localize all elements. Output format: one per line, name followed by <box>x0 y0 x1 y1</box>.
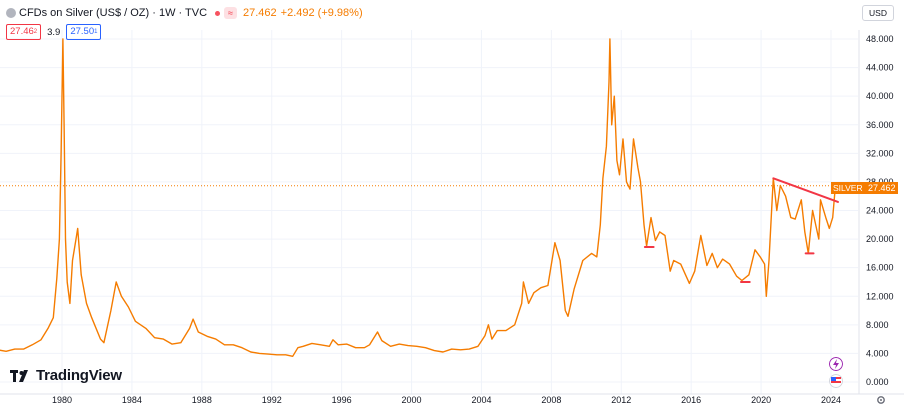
y-tick-label: 40.000 <box>866 91 894 101</box>
tradingview-logo[interactable]: TradingView <box>10 367 122 384</box>
x-tick-label: 2016 <box>681 395 701 405</box>
logo-text: TradingView <box>36 367 122 384</box>
price-axis-tag: 27.462 <box>866 182 898 194</box>
market-status-dot <box>215 10 221 16</box>
settings-gear-icon[interactable] <box>875 394 889 408</box>
x-tick-label: 2024 <box>821 395 841 405</box>
buy-price: 27.50 <box>70 26 95 37</box>
sell-button[interactable]: 27.462 <box>6 24 42 40</box>
x-tick-label: 2004 <box>471 395 491 405</box>
x-tick-label: 2000 <box>402 395 422 405</box>
x-tick-label: 1988 <box>192 395 212 405</box>
buy-price-sup: 1 <box>94 29 98 35</box>
downtrend-line[interactable] <box>772 177 839 203</box>
spread-value: 3.9 <box>47 26 61 38</box>
symbol-icon <box>6 8 16 18</box>
y-tick-label: 44.000 <box>866 63 894 73</box>
y-tick-label: 4.000 <box>866 348 889 358</box>
currency-select[interactable]: USD <box>862 5 894 21</box>
trade-bar: 27.462 3.9 27.501 <box>6 24 102 40</box>
us-flag-icon[interactable] <box>829 374 843 388</box>
lightning-icon[interactable] <box>829 357 843 371</box>
x-tick-label: 1992 <box>262 395 282 405</box>
x-tick-label: 1980 <box>52 395 72 405</box>
y-tick-label: 0.000 <box>866 377 889 387</box>
symbol-price-label: SILVER <box>831 182 875 194</box>
y-tick-label: 36.000 <box>866 120 894 130</box>
y-tick-label: 20.000 <box>866 234 894 244</box>
x-tick-label: 1984 <box>122 395 142 405</box>
y-tick-label: 48.000 <box>866 34 894 44</box>
sell-price: 27.46 <box>10 26 34 37</box>
y-tick-label: 28.000 <box>866 177 894 187</box>
last-price: 27.462 <box>243 7 277 19</box>
x-tick-label: 2020 <box>751 395 771 405</box>
sell-price-sup: 2 <box>33 29 38 35</box>
y-tick-label: 24.000 <box>866 206 894 216</box>
y-axis: 0.000 4.000 8.000 12.000 16.000 20.000 24.000 2… <box>866 34 894 387</box>
y-tick-label: 16.000 <box>866 263 894 273</box>
y-tick-label: 8.000 <box>866 320 889 330</box>
y-tick-label: 32.000 <box>866 148 894 158</box>
trend-annotations <box>643 177 839 283</box>
chart-header: CFDs on Silver (US$ / OZ) · 1W · TVC ≈ 2… <box>6 5 363 21</box>
y-tick-label: 12.000 <box>866 291 894 301</box>
tv-logo-icon <box>10 369 28 382</box>
market-badge[interactable]: ≈ <box>224 7 237 19</box>
chart-grid <box>0 30 858 394</box>
silver-price-series <box>0 38 837 357</box>
buy-button[interactable]: 27.501 <box>66 24 102 40</box>
x-axis: 1980 1984 1988 1992 1996 2000 2004 2008 2012 2016… <box>52 395 841 405</box>
x-tick-label: 1996 <box>332 395 352 405</box>
x-tick-label: 2008 <box>541 395 561 405</box>
price-change: +2.492 (+9.98%) <box>280 7 363 19</box>
symbol-title[interactable]: CFDs on Silver (US$ / OZ) · 1W · TVC <box>19 7 208 19</box>
x-tick-label: 2012 <box>611 395 631 405</box>
